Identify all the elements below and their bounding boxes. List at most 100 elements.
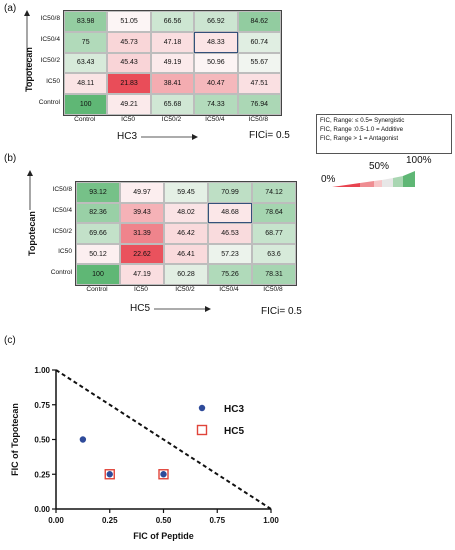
y-axis-title: FIC of Topotecan [10, 403, 20, 476]
legend-line-synergistic: FIC, Range: ≤ 0.5= Synergistic [320, 117, 405, 124]
heatmap-cell: 78.31 [252, 264, 296, 285]
column-label: Control [86, 286, 108, 293]
heatmap-cell: 57.23 [208, 243, 252, 265]
column-label: IC50/8 [248, 116, 268, 123]
heatmap-cell: 38.41 [150, 73, 195, 95]
fic-scatter-plot: 0.00 0.25 0.50 0.75 1.00 0.00 0.25 0.50 0.75 1.00… [10, 366, 279, 541]
row-label: IC50 [46, 77, 60, 85]
heatmap-cell: 100 [76, 264, 120, 285]
panel-a-fici: FICi= 0.5 [249, 130, 290, 141]
legend-line-antagonist: FIC, Range > 1 = Antagonist [320, 135, 399, 142]
heatmap-cell: 49.21 [107, 94, 151, 115]
x-tick-label: 0.75 [209, 516, 225, 525]
heatmap-cell: 63.6 [252, 243, 296, 265]
heatmap-cell: 55.67 [237, 52, 281, 74]
hc3-point [79, 436, 87, 443]
x-axis-title: FIC of Peptide [133, 531, 194, 541]
y-tick-label: 1.00 [34, 366, 50, 375]
legend-hc5-label: HC5 [224, 426, 244, 437]
panel-b-y-arrow [27, 170, 33, 210]
row-label: IC50/8 [52, 186, 72, 194]
x-tick-label: 0.25 [102, 516, 118, 525]
column-label: IC50/2 [161, 116, 182, 123]
y-tick-label: 0.75 [34, 401, 50, 410]
heatmap-cell: 51.05 [107, 11, 151, 32]
scale-label-50: 50% [369, 161, 390, 172]
heatmap-cell: 46.41 [164, 243, 208, 265]
column-label: IC50/2 [175, 286, 195, 293]
heatmap-cell: 45.73 [107, 31, 151, 53]
heatmap-cell: 50.96 [194, 52, 238, 74]
panel-a-y-arrow [24, 10, 30, 88]
heatmap-cell: 47.51 [237, 73, 281, 95]
heatmap-cell: 46.42 [164, 223, 208, 244]
column-label: IC50/4 [205, 116, 225, 123]
heatmap-cell: 75 [64, 31, 108, 53]
scale-label-0: 0% [321, 174, 336, 185]
color-scale-wedge [332, 171, 415, 187]
heatmap-cell: 45.43 [107, 52, 151, 74]
panel-a-xlabel: HC3 [117, 131, 138, 142]
column-label: IC50/8 [263, 286, 283, 293]
heatmap-cell: 59.45 [164, 182, 208, 203]
heatmap-cell: 47.18 [150, 31, 195, 53]
x-tick-label: 1.00 [263, 516, 279, 525]
panel-b-label: (b) [4, 153, 17, 164]
heatmap-cell: 60.28 [164, 264, 208, 285]
legend-hc3-label: HC3 [224, 404, 244, 415]
hc5-point [104, 469, 115, 480]
heatmap-hc5: 93.12 49.97 59.45 70.99 74.12 82.36 39.43 48.02… [75, 181, 297, 286]
heatmap-cell: 22.62 [120, 243, 164, 265]
heatmap-cell: 47.19 [120, 264, 164, 285]
additivity-line [55, 369, 272, 510]
legend-hc5-marker [196, 424, 208, 436]
heatmap-cell: 49.97 [120, 182, 164, 203]
heatmap-cell: 69.66 [76, 223, 120, 244]
column-label: IC50/4 [219, 286, 239, 293]
row-label: IC50/8 [40, 15, 60, 23]
heatmap-cell: 84.62 [237, 11, 281, 32]
row-label: IC50/4 [52, 206, 72, 214]
heatmap-cell: 75.26 [208, 264, 252, 285]
heatmap-hc3: 83.98 51.05 66.56 66.92 84.62 75 45.73 47.18 48.… [63, 10, 282, 116]
row-label: IC50 [58, 248, 72, 256]
heatmap-cell: 48.33 [194, 31, 238, 53]
scale-label-100: 100% [406, 155, 432, 166]
heatmap-cell: 60.74 [237, 31, 281, 53]
column-label: Control [74, 116, 96, 123]
fic-range-legend: FIC, Range: ≤ 0.5= Synergistic FIC, Rang… [316, 114, 452, 154]
panel-a-x-arrow [141, 134, 198, 140]
panel-c-label: (c) [4, 335, 16, 346]
heatmap-cell: 68.77 [252, 223, 296, 244]
heatmap-cell: 66.92 [194, 11, 238, 32]
hc5-point [158, 469, 169, 480]
heatmap-cell: 82.36 [76, 202, 120, 224]
heatmap-cell: 39.43 [120, 202, 164, 224]
heatmap-cell: 40.47 [194, 73, 238, 95]
heatmap-cell: 48.02 [164, 202, 208, 224]
heatmap-cell: 74.12 [252, 182, 296, 203]
hc3-point [106, 471, 113, 478]
heatmap-cell: 46.53 [208, 223, 252, 244]
row-label: Control [38, 98, 60, 106]
heatmap-cell: 48.11 [64, 73, 108, 95]
heatmap-cell: 93.12 [76, 182, 120, 203]
y-tick-label: 0.25 [34, 470, 50, 479]
heatmap-cell: 49.19 [150, 52, 195, 74]
y-tick-label: 0.50 [34, 436, 50, 445]
heatmap-cell: 83.98 [64, 11, 108, 32]
row-label: IC50/2 [52, 227, 72, 235]
heatmap-cell: 21.83 [107, 73, 151, 95]
panel-b-fici: FICi= 0.5 [261, 306, 302, 317]
x-tick-label: 0.00 [48, 516, 64, 525]
column-label: IC50 [121, 116, 136, 123]
heatmap-cell: 76.94 [237, 94, 281, 115]
legend-hc3-marker [198, 404, 206, 412]
heatmap-cell: 31.39 [120, 223, 164, 244]
heatmap-cell: 50.12 [76, 243, 120, 265]
heatmap-cell: 65.68 [150, 94, 195, 115]
heatmap-cell: 70.99 [208, 182, 252, 203]
panel-b-x-arrow [154, 306, 211, 312]
row-label: IC50/2 [40, 57, 60, 64]
heatmap-cell: 74.33 [194, 94, 238, 115]
